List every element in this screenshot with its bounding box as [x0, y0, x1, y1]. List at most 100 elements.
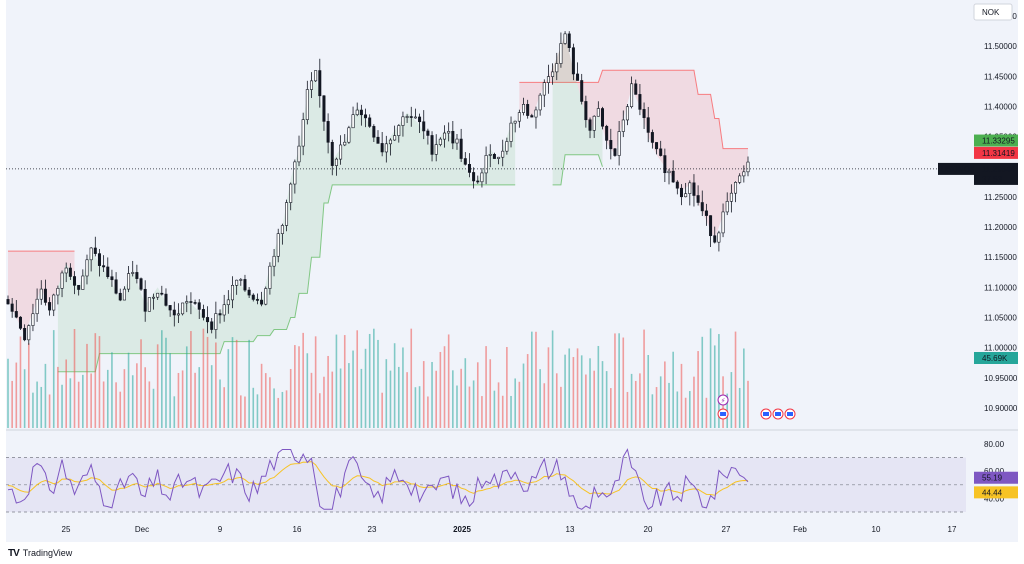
candle-up — [717, 232, 721, 243]
volume-bar — [48, 394, 51, 428]
volume-bar — [551, 330, 554, 428]
volume-bar — [701, 336, 704, 428]
candle-up — [52, 294, 56, 311]
volume-bar — [306, 353, 309, 428]
volume-bar — [668, 382, 670, 428]
upper-band-line-1 — [519, 69, 748, 150]
volume-bar — [123, 369, 126, 428]
volume-bar — [7, 358, 9, 428]
price-chart[interactable]: ⚡11.5500011.5000011.4500011.4000011.3500… — [6, 0, 1018, 542]
candle-up — [551, 71, 555, 77]
volume-bar — [659, 376, 662, 428]
volume-bar — [639, 373, 641, 428]
volume-bar — [456, 385, 458, 428]
candle-up — [401, 116, 405, 126]
candle-down — [97, 253, 101, 266]
candle-down — [588, 119, 592, 131]
volume-tag: 45.69K — [982, 354, 1008, 363]
candle-down — [422, 121, 426, 132]
volume-bar — [298, 346, 300, 428]
volume-bar — [106, 369, 109, 428]
volume-bar — [655, 387, 658, 428]
candle-down — [318, 70, 322, 97]
volume-bar — [302, 332, 304, 428]
volume-bar — [15, 362, 18, 428]
candle-down — [372, 126, 376, 138]
candle-up — [725, 201, 729, 213]
volume-bar — [327, 355, 329, 428]
candle-up — [413, 116, 417, 119]
volume-bar — [373, 328, 375, 428]
chart-area[interactable]: ⚡11.5500011.5000011.4500011.4000011.3500… — [6, 0, 1018, 542]
volume-bar — [747, 380, 749, 428]
candle-up — [630, 83, 634, 108]
candle-down — [106, 266, 110, 277]
candle-down — [476, 180, 480, 183]
volume-bar — [82, 374, 84, 428]
date-tick-label: Dec — [135, 525, 149, 534]
candle-down — [376, 136, 380, 144]
candle-up — [434, 144, 438, 155]
volume-bar — [289, 368, 292, 428]
volume-bar — [364, 348, 367, 428]
candle-down — [206, 317, 210, 323]
volume-bar — [181, 370, 184, 428]
price-tick-label: 11.20000 — [984, 223, 1017, 232]
price-tick-label: 11.45000 — [984, 72, 1017, 81]
candle-down — [526, 104, 530, 116]
lower-band-price-tag-bg — [974, 146, 1018, 159]
lightning-glyph: ⚡ — [721, 397, 726, 405]
volume-bar — [277, 397, 280, 428]
upper-band-price-tag: 11.33295 — [982, 137, 1015, 146]
volume-bar — [323, 376, 325, 428]
footer: TV TradingView — [8, 546, 72, 560]
volume-bar — [343, 335, 346, 428]
candle-up — [56, 288, 60, 296]
candle-up — [596, 108, 600, 117]
volume-bar — [522, 363, 525, 428]
candle-up — [347, 127, 351, 143]
rsi-value-tag: 55.19 — [982, 474, 1003, 483]
candle-up — [684, 193, 688, 198]
volume-bar — [580, 355, 583, 428]
price-tick-label: 11.05000 — [984, 314, 1017, 323]
price-tick-label: 11.40000 — [984, 102, 1017, 111]
candle-down — [102, 265, 106, 268]
candle-down — [73, 276, 77, 286]
volume-bar — [622, 337, 625, 428]
candle-down — [14, 311, 18, 318]
volume-bar — [177, 372, 180, 428]
candle-down — [160, 292, 164, 295]
candle-down — [322, 95, 326, 122]
volume-bar — [713, 345, 716, 428]
candle-up — [625, 106, 629, 121]
candle-up — [268, 265, 272, 289]
candle-up — [742, 171, 746, 177]
volume-bar — [269, 377, 271, 428]
volume-bar — [506, 347, 508, 428]
volume-bar — [539, 369, 541, 428]
candle-down — [492, 153, 496, 159]
candle-up — [522, 104, 526, 113]
candle-up — [152, 296, 156, 299]
candle-down — [580, 80, 584, 102]
candle-up — [438, 138, 442, 145]
candle-up — [176, 313, 180, 316]
candle-up — [60, 272, 64, 289]
candle-up — [534, 109, 538, 118]
brand-name[interactable]: TradingView — [22, 548, 73, 558]
candle-down — [18, 316, 22, 329]
candle-down — [6, 299, 10, 305]
volume-bar — [152, 388, 155, 428]
volume-bar — [643, 329, 645, 428]
candle-down — [426, 130, 430, 136]
volume-bar — [248, 339, 250, 428]
candle-down — [135, 272, 139, 279]
volume-bar — [190, 331, 192, 428]
candle-up — [405, 116, 409, 118]
volume-bar — [156, 344, 159, 428]
candle-up — [546, 76, 550, 83]
candle-down — [326, 121, 330, 143]
price-tick-label: 11.25000 — [984, 193, 1017, 202]
volume-bar — [730, 372, 733, 428]
